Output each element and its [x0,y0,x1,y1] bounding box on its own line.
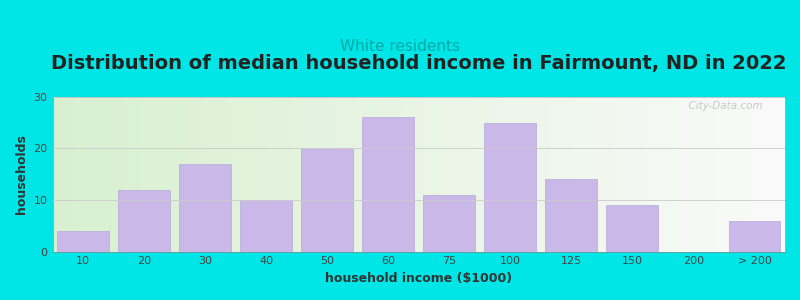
Title: Distribution of median household income in Fairmount, ND in 2022: Distribution of median household income … [51,54,786,73]
Bar [484,123,536,252]
Bar [606,205,658,252]
Y-axis label: households: households [15,134,28,214]
Bar [423,195,475,252]
X-axis label: household income ($1000): household income ($1000) [326,272,512,285]
Bar [729,220,781,252]
Bar [240,200,292,252]
Bar [57,231,109,252]
Bar [118,190,170,252]
Bar [546,179,598,252]
Bar [362,117,414,252]
Text: White residents: White residents [340,39,460,54]
Bar [302,148,353,252]
Bar [179,164,231,252]
Text: City-Data.com: City-Data.com [682,101,763,111]
